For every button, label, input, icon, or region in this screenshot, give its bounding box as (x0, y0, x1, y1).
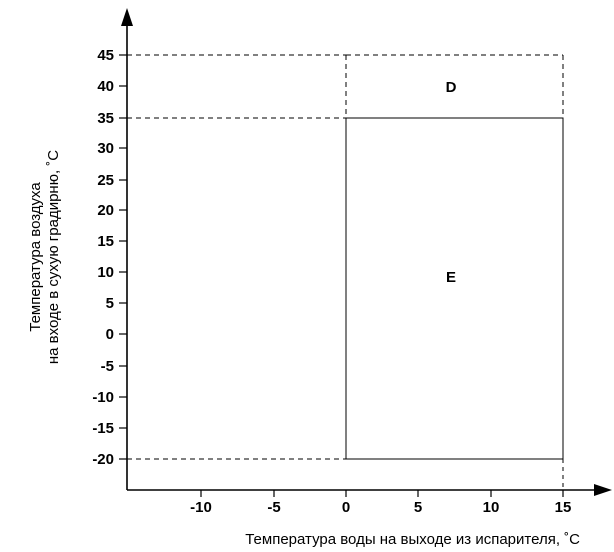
y-tick-label: 20 (97, 202, 114, 219)
x-tick-label: 10 (483, 499, 500, 516)
y-axis-arrow-icon (121, 8, 133, 26)
y-tick-label: 35 (97, 110, 114, 127)
y-tick-label: -5 (101, 358, 114, 375)
x-tick-label: 5 (414, 499, 422, 516)
zone-d: D (345, 54, 564, 118)
x-ticks (200, 490, 564, 497)
x-tick-label: -5 (267, 499, 280, 516)
y-tick-label: -20 (92, 451, 114, 468)
y-tick-label: -10 (92, 389, 114, 406)
x-axis-arrow-icon (594, 484, 612, 496)
y-tick-label: -15 (92, 420, 114, 437)
y-axis-title-line1: Температура воздуха (27, 182, 44, 332)
y-tick-label: 0 (106, 326, 114, 343)
y-tick-label: 10 (97, 264, 114, 281)
x-tick-labels: -10 -5 0 5 10 15 (190, 499, 571, 516)
y-tick-label: 40 (97, 78, 114, 95)
x-axis-title: Температура воды на выходе из испарителя… (245, 531, 580, 548)
y-tick-label: 45 (97, 47, 114, 64)
x-tick-label: 15 (555, 499, 572, 516)
zone-e-label: E (446, 269, 456, 286)
zone-d-label: D (446, 79, 457, 96)
y-tick-label: 25 (97, 172, 114, 189)
y-tick-label: 30 (97, 140, 114, 157)
x-tick-label: -10 (190, 499, 212, 516)
y-tick-label: 5 (106, 295, 114, 312)
y-ticks (119, 54, 127, 460)
y-axis-title: Температура воздуха на входе в сухую гра… (27, 150, 62, 364)
y-tick-label: 15 (97, 233, 114, 250)
y-tick-labels: 45 40 35 30 25 20 15 10 5 0 -5 -10 -15 -… (92, 47, 114, 468)
x-tick-label: 0 (342, 499, 350, 516)
y-axis-title-line2: на входе в сухую градирню, ˚C (45, 150, 62, 364)
zone-e: E (345, 117, 564, 460)
